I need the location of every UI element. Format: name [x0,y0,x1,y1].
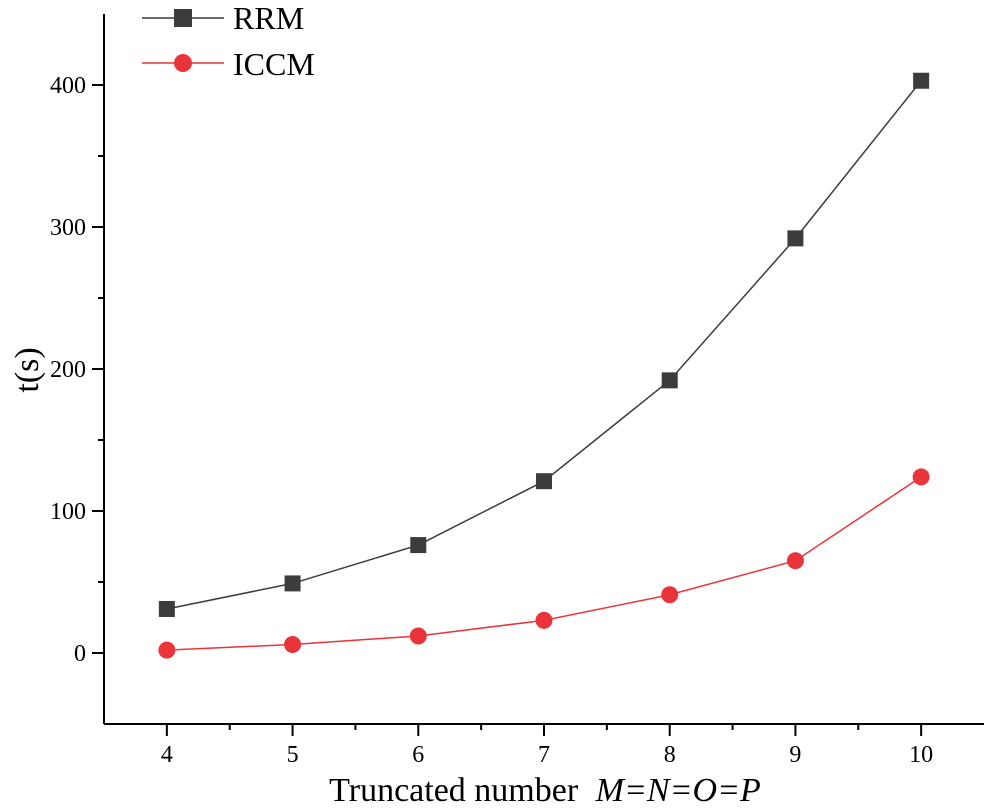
x-tick-label: 10 [909,742,933,768]
data-point-rrm [787,230,804,247]
data-point-iccm [409,627,427,645]
data-point-iccm [535,611,553,629]
y-tick-label: 100 [50,499,86,525]
data-point-rrm [661,372,678,389]
series-layer [158,72,930,659]
data-point-rrm [536,473,552,490]
x-axis-title-text: Truncated number [329,772,579,809]
y-tick-label: 200 [50,357,86,383]
data-point-iccm [284,635,302,653]
series-line-rrm [166,80,922,610]
legend-item-rrm: RRM [142,0,304,36]
x-tick-label: 6 [412,742,424,768]
x-tick-label: 9 [789,742,801,768]
x-tick-label: 7 [538,742,550,768]
x-ticks: 4 5 6 7 8 9 10 [161,724,933,768]
legend-label-rrm: RRM [233,0,304,36]
data-point-rrm [410,537,427,554]
x-tick-label: 8 [664,742,676,768]
y-tick-label: 400 [50,73,86,99]
data-point-rrm [158,600,175,617]
data-point-rrm [284,575,301,592]
x-axis-title: Truncated number M=N=O=P [329,772,761,809]
legend: RRM ICCM [142,0,315,82]
legend-item-iccm: ICCM [142,46,315,82]
data-point-iccm [912,468,930,486]
y-ticks: 0 100 200 300 400 [50,73,104,667]
y-axis-title: t(s) [9,347,46,392]
data-point-iccm [158,641,176,659]
data-point-iccm [661,586,679,604]
y-tick-label: 0 [74,641,86,667]
legend-marker-iccm [174,54,192,72]
x-tick-label: 4 [161,742,173,768]
legend-marker-rrm [174,9,192,27]
data-point-iccm [786,552,804,570]
x-axis-title-italic: M=N=O=P [595,772,761,809]
x-tick-label: 5 [287,742,299,768]
legend-label-iccm: ICCM [233,46,315,82]
y-tick-label: 300 [50,215,86,241]
data-point-rrm [913,72,930,89]
